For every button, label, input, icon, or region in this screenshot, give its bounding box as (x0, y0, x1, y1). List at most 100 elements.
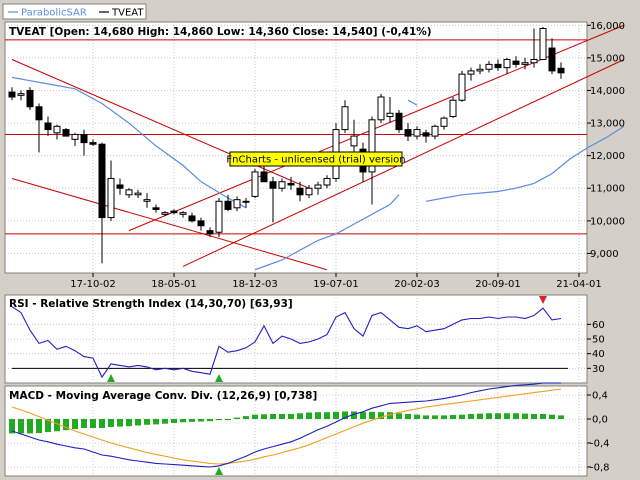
price-candle-body (485, 63, 493, 70)
price-candle-body (476, 68, 484, 72)
rsi-y-tick-label: 60 (592, 320, 605, 331)
macd-histogram-bar (315, 412, 321, 419)
macd-histogram-bar (90, 419, 96, 428)
price-candle-body (296, 187, 304, 196)
macd-histogram-bar (27, 419, 33, 434)
macd-histogram-bar (198, 419, 204, 422)
price-candle-body (413, 129, 421, 137)
macd-histogram-bar (288, 413, 294, 419)
rsi-lines (11, 306, 568, 379)
macd-histogram-bar (369, 411, 375, 419)
price-y-tick-label: 14,000 (590, 86, 625, 97)
price-candle-body (206, 230, 214, 235)
macd-histogram-bar (225, 419, 231, 420)
macd-histogram-bar (261, 414, 267, 419)
price-candle-body (287, 182, 295, 186)
macd-histogram-bar (189, 419, 195, 422)
macd-histogram-bar (126, 419, 132, 427)
macd-y-tick-label: -0,4 (590, 439, 610, 450)
macd-histogram-bar (99, 419, 105, 428)
price-candle-body (53, 125, 61, 134)
parabolic-sar-segment (254, 194, 400, 271)
price-candle-body (188, 215, 196, 222)
price-candle-body (26, 89, 34, 108)
price-candle-body (341, 106, 349, 131)
price-panel-frame (4, 21, 588, 274)
price-y-tick-label: 10,000 (590, 216, 625, 227)
price-candle-body (548, 47, 556, 72)
macd-histogram-bar (54, 419, 60, 432)
price-x-tick-label: 20-02-03 (394, 279, 439, 290)
macd-histogram-bar (549, 414, 555, 419)
macd-histogram (9, 411, 564, 434)
price-candle-body (467, 70, 475, 75)
price-x-tick-label: 21-04-01 (556, 279, 601, 290)
price-candle-body (17, 93, 25, 96)
macd-histogram-bar (405, 413, 411, 419)
price-candle-body (89, 142, 97, 145)
parabolic-sar-segment (425, 125, 625, 202)
macd-buy-marker (215, 467, 223, 475)
macd-histogram-bar (378, 412, 384, 419)
price-candle-body (512, 60, 520, 65)
legend-label-parabolic-sar: ParabolicSAR (21, 8, 87, 19)
price-candle-body (431, 125, 439, 137)
price-candle-body (242, 200, 250, 203)
watermark: FnCharts - unlicensed (trial) version (226, 151, 406, 167)
price-y-tick-label: 15,000 (590, 53, 625, 64)
price-candle-body (224, 200, 232, 210)
macd-histogram-bar (477, 413, 483, 419)
macd-histogram-bar (180, 419, 186, 423)
macd-histogram-bar (72, 419, 78, 430)
price-candle-body (44, 122, 52, 131)
macd-histogram-bar (81, 419, 87, 428)
macd-histogram-bar (432, 415, 438, 419)
macd-panel: 0,4 0,0 -0,4 -0,8 MACD - Moving Average Con… (4, 382, 610, 477)
price-candle-body (107, 177, 115, 219)
macd-histogram-bar (144, 419, 150, 425)
macd-histogram-bar (459, 414, 465, 419)
price-candle-body (314, 184, 322, 189)
rsi-y-tick-label: 40 (592, 349, 605, 360)
macd-histogram-bar (324, 412, 330, 419)
macd-histogram-bar (558, 415, 564, 419)
rsi-sell-marker (539, 296, 547, 304)
price-candle-body (278, 181, 286, 189)
price-candle-body (503, 58, 511, 69)
macd-y-tick-label: -0,8 (590, 463, 610, 474)
macd-histogram-bar (36, 419, 42, 434)
price-candle-body (260, 171, 268, 183)
price-candle-body (251, 171, 259, 197)
price-candle-body (458, 73, 466, 101)
price-candle-body (8, 91, 16, 98)
macd-histogram-bar (108, 419, 114, 427)
price-y-tick-label: 16,000 (590, 21, 625, 32)
price-candle-body (440, 117, 448, 127)
macd-histogram-bar (450, 415, 456, 419)
price-y-tick-label: 12,000 (590, 151, 625, 162)
price-x-axis: 17-10-02 18-05-01 18-12-03 19-07-01 20-02-03… (70, 273, 602, 290)
legend-box (2, 3, 147, 20)
macd-histogram-bar (135, 419, 141, 426)
price-x-tick-label: 17-10-02 (70, 279, 115, 290)
price-candle-body (377, 96, 385, 121)
price-candle-body (80, 133, 88, 144)
macd-histogram-bar (306, 412, 312, 419)
macd-histogram-bar (9, 419, 15, 434)
macd-histogram-bar (522, 413, 528, 419)
watermark-box (229, 151, 403, 167)
price-y-tick-label: 13,000 (590, 119, 625, 130)
macd-histogram-bar (171, 419, 177, 423)
price-candle-body (116, 184, 124, 189)
price-candle-body (215, 200, 223, 233)
watermark-text: FnCharts - unlicensed (trial) version (226, 155, 405, 166)
rsi-y-tick-label: 30 (592, 364, 605, 375)
parabolic-sar-segment (407, 99, 418, 106)
price-candle-body (170, 210, 178, 214)
rsi-y-axis: 30 40 50 60 (587, 320, 605, 375)
price-candle-body (233, 199, 241, 209)
price-candle-body (530, 58, 538, 64)
rsi-panel-title: RSI - Relative Strength Index (14,30,70)… (9, 298, 293, 310)
price-x-tick-label: 18-12-03 (232, 279, 277, 290)
